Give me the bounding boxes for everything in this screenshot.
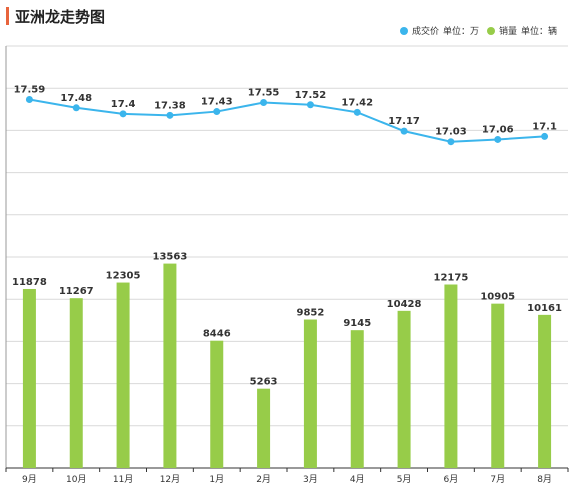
sales-bar <box>163 263 177 468</box>
x-tick-label: 7月 <box>490 474 505 485</box>
sales-bar <box>444 284 458 468</box>
legend-item-sales[interactable]: 销量 单位：辆 <box>487 24 557 37</box>
price-data-label: 17.42 <box>341 97 373 108</box>
sales-bar <box>491 303 505 468</box>
price-data-label: 17.06 <box>482 124 514 135</box>
legend-price-label: 成交价 <box>412 27 440 37</box>
legend-price-marker <box>400 26 408 35</box>
price-point <box>447 138 455 146</box>
price-data-label: 17.03 <box>435 127 467 138</box>
sales-bar <box>210 340 224 468</box>
x-tick-label: 6月 <box>444 474 459 485</box>
x-tick-label: 5月 <box>397 474 412 485</box>
sales-bar <box>69 298 83 468</box>
x-tick-label: 9月 <box>22 474 37 485</box>
price-point <box>353 108 361 116</box>
x-tick-label: 4月 <box>350 474 365 485</box>
x-tick-label: 8月 <box>537 474 552 485</box>
price-data-label: 17.1 <box>532 121 557 132</box>
sales-bar <box>538 314 552 468</box>
chart-title: 亚洲龙走势图 <box>15 7 106 26</box>
x-tick-label: 3月 <box>303 474 318 485</box>
price-point <box>260 99 268 107</box>
price-point <box>306 101 314 109</box>
price-data-label: 17.4 <box>111 99 136 110</box>
price-data-label: 17.55 <box>248 88 280 99</box>
price-point <box>119 110 127 118</box>
chart-title-bar: 亚洲龙走势图 <box>6 6 105 26</box>
sales-data-label: 5263 <box>250 377 278 388</box>
price-point <box>72 104 80 112</box>
sales-data-label: 12305 <box>106 271 141 282</box>
price-point <box>25 96 33 104</box>
x-tick-label: 12月 <box>160 474 180 485</box>
price-line <box>29 98 545 143</box>
price-data-label: 17.48 <box>60 93 92 104</box>
legend-price-unit: 单位：万 <box>443 27 480 37</box>
sales-bar <box>257 388 271 468</box>
price-point <box>494 135 502 143</box>
sales-data-label: 13563 <box>153 252 188 263</box>
sales-data-label: 11878 <box>12 277 47 288</box>
sales-data-label: 10905 <box>480 292 515 303</box>
price-point <box>400 127 408 135</box>
legend-item-price[interactable]: 成交价 单位：万 <box>400 24 479 37</box>
chart-legend: 成交价 单位：万 销量 单位：辆 <box>400 24 568 37</box>
sales-data-label: 12175 <box>434 273 469 284</box>
price-point <box>541 132 549 140</box>
price-data-label: 17.38 <box>154 100 186 111</box>
sales-data-label: 8446 <box>203 329 231 340</box>
price-data-label: 17.59 <box>14 85 46 96</box>
sales-bar <box>22 288 36 468</box>
x-tick-label: 10月 <box>66 474 86 485</box>
sales-bar <box>350 330 364 468</box>
legend-sales-label: 销量 <box>499 27 518 37</box>
x-tick-label: 1月 <box>209 474 224 485</box>
legend-sales-marker <box>487 26 496 35</box>
sales-bar <box>397 310 411 468</box>
price-data-label: 17.17 <box>388 116 420 127</box>
legend-sales-unit: 单位：辆 <box>521 27 558 37</box>
price-point <box>166 111 174 119</box>
sales-bar <box>303 319 317 468</box>
price-point <box>213 108 221 116</box>
sales-data-label: 10161 <box>527 303 562 314</box>
sales-bar <box>116 282 130 468</box>
price-data-label: 17.52 <box>295 90 327 101</box>
title-accent-bar <box>6 7 9 25</box>
price-data-label: 17.43 <box>201 97 233 108</box>
sales-data-label: 9852 <box>296 308 324 319</box>
x-tick-label: 11月 <box>113 474 133 485</box>
sales-data-label: 10428 <box>387 299 422 310</box>
sales-data-label: 9145 <box>343 318 371 329</box>
x-tick-label: 2月 <box>256 474 271 485</box>
sales-data-label: 11267 <box>59 286 94 297</box>
